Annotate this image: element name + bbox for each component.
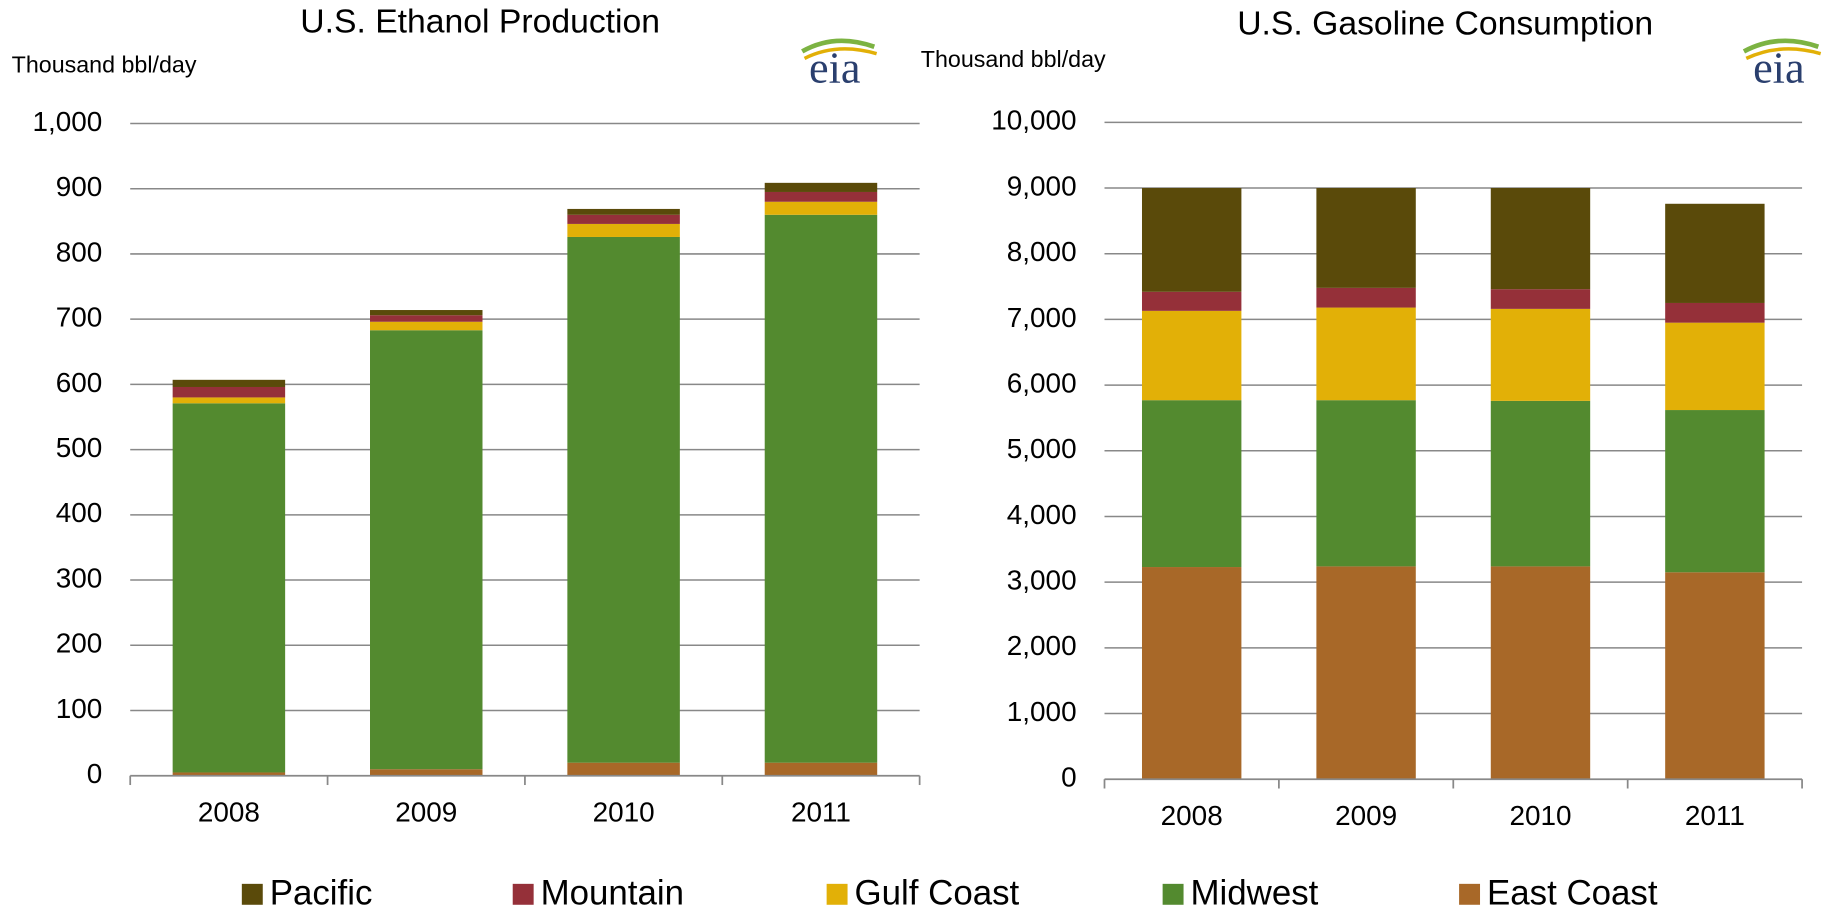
x-tick-label: 2008 [1161, 800, 1223, 831]
bar-segment [567, 214, 680, 224]
y-tick-label: 1,000 [1007, 696, 1077, 727]
y-tick-label: 400 [56, 497, 103, 528]
y-tick-label: 200 [56, 628, 103, 659]
bar-segment [1665, 203, 1765, 303]
x-tick-label: 2011 [791, 796, 851, 827]
bar-segment [1490, 566, 1591, 780]
bar-segment [370, 330, 483, 770]
legend-swatch [1459, 883, 1481, 905]
logo-arc [803, 47, 878, 60]
legend-label: Gulf Coast [855, 874, 1020, 912]
logo-arc [1745, 47, 1822, 60]
y-tick-label: 600 [56, 367, 103, 398]
y-tick-label: 2,000 [1007, 630, 1077, 661]
x-tick-label: 2011 [1685, 800, 1745, 831]
y-tick-label: 3,000 [1007, 565, 1077, 596]
bar-segment [1316, 566, 1416, 780]
bar-segment [764, 762, 878, 776]
bar-segment [172, 772, 286, 776]
bar-segment [1316, 287, 1416, 308]
y-tick-label: 10,000 [991, 105, 1076, 136]
y-tick-label: 8,000 [1007, 236, 1077, 267]
x-tick-label: 2008 [198, 796, 260, 827]
y-tick-label: 6,000 [1007, 367, 1077, 398]
bar-segment [764, 191, 878, 202]
bar-segment [764, 182, 878, 192]
legend-label: Midwest [1191, 874, 1319, 912]
x-tick-label: 2010 [593, 796, 655, 827]
y-tick-label: 700 [56, 302, 103, 333]
y-tick-label: 4,000 [1007, 499, 1077, 530]
y-tick-label: 900 [56, 171, 103, 202]
y-tick-label: 300 [56, 562, 103, 593]
legend-swatch [1162, 883, 1184, 905]
logo-arc [1742, 38, 1820, 54]
bar-segment [1490, 289, 1591, 309]
bar-segment [1665, 322, 1765, 411]
y-tick-label: 500 [56, 432, 103, 463]
bar-segment [370, 769, 483, 776]
bar-segment [1141, 400, 1242, 568]
legend-label: Mountain [541, 874, 684, 912]
bar-segment [370, 321, 483, 331]
bar-segment [172, 386, 286, 398]
bar-segment [1316, 400, 1416, 567]
chart-title: U.S. Gasoline Consumption [1237, 5, 1653, 43]
y-tick-label: 1,000 [33, 106, 103, 137]
y-tick-label: 100 [56, 693, 103, 724]
bar-segment [172, 397, 286, 404]
y-tick-label: 9,000 [1007, 170, 1077, 201]
y-axis-label: Thousand bbl/day [921, 46, 1106, 72]
bar-segment [567, 208, 680, 215]
bar-segment [1665, 302, 1765, 323]
bar-segment [1490, 400, 1591, 567]
bar-segment [764, 214, 878, 763]
bar-segment [172, 379, 286, 387]
legend-label: Pacific [270, 874, 373, 912]
bar-segment [370, 315, 483, 322]
bar-segment [1316, 307, 1416, 401]
bar-segment [567, 236, 680, 763]
y-tick-label: 0 [87, 758, 103, 789]
bar-segment [370, 310, 483, 316]
bar-segment [1141, 310, 1242, 401]
bar-segment [172, 403, 286, 773]
bar-segment [1141, 188, 1242, 292]
legend-swatch [241, 883, 263, 905]
x-tick-label: 2009 [1335, 800, 1397, 831]
y-tick-label: 5,000 [1007, 433, 1077, 464]
logo: eia [1753, 43, 1804, 92]
y-tick-label: 800 [56, 236, 103, 267]
x-tick-label: 2009 [395, 796, 457, 827]
bar-segment [567, 223, 680, 237]
legend-swatch [512, 883, 534, 905]
bar-segment [567, 762, 680, 776]
y-axis-label: Thousand bbl/day [12, 52, 197, 78]
bar-segment [1490, 308, 1591, 401]
bar-segment [1490, 188, 1591, 290]
logo-arc [801, 38, 876, 54]
bar-segment [1665, 410, 1765, 573]
x-tick-label: 2010 [1509, 800, 1571, 831]
logo: eia [809, 43, 860, 92]
legend-label: East Coast [1487, 874, 1658, 912]
bar-segment [1316, 188, 1416, 288]
y-tick-label: 7,000 [1007, 302, 1077, 333]
y-tick-label: 0 [1061, 762, 1077, 793]
bar-segment [764, 201, 878, 215]
bar-segment [1141, 567, 1242, 780]
bar-segment [1665, 572, 1765, 780]
legend-swatch [826, 883, 848, 905]
bar-segment [1141, 291, 1242, 311]
chart-title: U.S. Ethanol Production [300, 2, 660, 40]
